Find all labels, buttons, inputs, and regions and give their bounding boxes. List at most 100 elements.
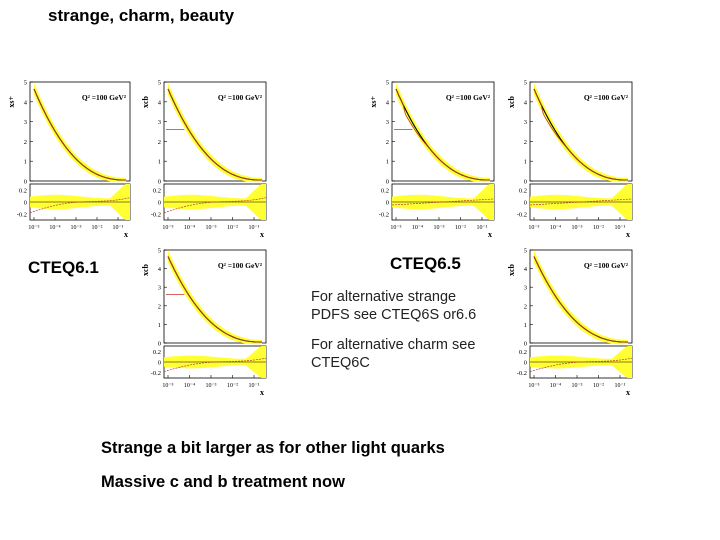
x-axis-label: x [260, 388, 264, 397]
y-tick-label: 0 [524, 179, 527, 186]
x-tick-label: 10⁻¹ [477, 225, 488, 231]
x-tick-label: 10⁻¹ [249, 225, 260, 231]
y-tick-label: 4 [158, 99, 162, 106]
main-plot-frame [529, 249, 633, 344]
x-tick-label: 10⁻³ [572, 225, 583, 231]
y-tick-label: 4 [524, 99, 528, 106]
note-strange-line-2: PDFS see CTEQ6S or6.6 [311, 307, 477, 323]
x-tick-label: 10⁻⁴ [412, 225, 423, 231]
y-tick-label: 4 [158, 266, 162, 273]
ratio-tick-label: -0.2 [517, 212, 527, 219]
x-tick-label: 10⁻⁵ [162, 225, 173, 231]
y-tick-label: 0 [24, 179, 27, 186]
x-tick-label: 10⁻⁴ [550, 225, 561, 231]
scale-label: Q² =100 GeV² [82, 93, 127, 102]
ratio-tick-label: -0.2 [379, 212, 389, 219]
x-axis-label: x [124, 230, 128, 239]
x-tick-label: 10⁻⁵ [390, 225, 401, 231]
y-tick-label: 0 [158, 179, 161, 186]
x-tick-label: 10⁻³ [206, 383, 217, 389]
note-charm: For alternative charm see CTEQ6C [311, 336, 475, 372]
y-tick-label: 2 [158, 139, 161, 146]
x-tick-label: 10⁻³ [434, 225, 445, 231]
ratio-tick-label: 0.2 [381, 188, 389, 195]
ratio-tick-label: 0 [24, 200, 27, 207]
y-tick-label: 1 [158, 159, 161, 166]
x-tick-label: 10⁻⁴ [184, 383, 195, 389]
y-tick-label: 1 [158, 322, 161, 329]
ratio-tick-label: 0 [386, 200, 389, 207]
y-tick-label: 5 [158, 248, 161, 255]
ratio-tick-label: -0.2 [151, 370, 161, 377]
ratio-tick-label: -0.2 [17, 212, 27, 219]
y-tick-label: 3 [524, 285, 527, 292]
scale-label: Q² =100 GeV² [218, 261, 263, 270]
slide-title: strange, charm, beauty [48, 6, 235, 25]
y-tick-label: 3 [158, 119, 161, 126]
y-tick-label: 2 [386, 139, 389, 146]
y-tick-label: 2 [524, 303, 527, 310]
pdf-panel: xs+ 0 1 2 3 4 5 Q² =100 GeV² 0.2 0 -0.210⁻⁵ 10⁻⁴ 10⁻… [7, 80, 131, 239]
x-tick-label: 10⁻⁵ [162, 383, 173, 389]
main-plot-frame [163, 249, 267, 344]
y-axis-label: xcb [141, 263, 150, 276]
x-tick-label: 10⁻⁴ [49, 225, 60, 231]
alt-curve [33, 88, 127, 181]
ratio-alt-curve [29, 197, 131, 214]
label-cteq61: CTEQ6.1 [28, 258, 99, 277]
x-tick-label: 10⁻² [227, 225, 238, 231]
y-axis-label: xcb [141, 95, 150, 108]
y-tick-label: 4 [24, 99, 28, 106]
x-axis-label: x [260, 230, 264, 239]
ratio-alt-curve [163, 357, 267, 372]
ratio-alt-curve [391, 198, 495, 206]
x-tick-label: 10⁻² [455, 225, 466, 231]
y-tick-label: 5 [524, 248, 527, 255]
y-tick-label: 3 [24, 119, 27, 126]
note-strange: For alternative strange PDFS see CTEQ6S … [311, 288, 476, 324]
bullet-massive: Massive c and b treatment now [101, 473, 345, 491]
y-tick-label: 0 [524, 341, 527, 348]
y-tick-label: 5 [158, 80, 161, 87]
ratio-tick-label: 0 [524, 360, 527, 367]
ratio-alt-curve [529, 357, 633, 372]
x-axis-label: x [488, 230, 492, 239]
ratio-tick-label: -0.2 [151, 212, 161, 219]
y-tick-label: 2 [158, 303, 161, 310]
x-tick-label: 10⁻¹ [113, 225, 124, 231]
ratio-tick-label: 0.2 [519, 349, 527, 356]
x-tick-label: 10⁻² [92, 225, 103, 231]
scale-label: Q² =100 GeV² [218, 93, 263, 102]
x-axis-label: x [626, 230, 630, 239]
main-plot-frame [163, 81, 267, 182]
y-tick-label: 0 [386, 179, 389, 186]
x-tick-label: 10⁻¹ [615, 383, 626, 389]
x-tick-label: 10⁻² [227, 383, 238, 389]
x-tick-label: 10⁻² [593, 383, 604, 389]
alt-curve [533, 256, 629, 343]
ratio-tick-label: 0.2 [519, 188, 527, 195]
y-tick-label: 0 [158, 341, 161, 348]
ratio-tick-label: -0.2 [517, 370, 527, 377]
y-tick-label: 2 [24, 139, 27, 146]
main-plot-frame [29, 81, 131, 182]
ratio-tick-label: 0.2 [153, 349, 161, 356]
alt-curve [395, 88, 491, 181]
note-charm-line-2: CTEQ6C [311, 355, 370, 371]
y-tick-label: 1 [524, 322, 527, 329]
main-plot-frame [391, 81, 495, 182]
x-tick-label: 10⁻³ [572, 383, 583, 389]
y-tick-label: 4 [524, 266, 528, 273]
ratio-tick-label: 0.2 [19, 188, 27, 195]
y-axis-label: xs+ [7, 96, 16, 108]
main-plot-frame [529, 81, 633, 182]
x-tick-label: 10⁻⁴ [184, 225, 195, 231]
y-tick-label: 3 [158, 285, 161, 292]
alt-curve [533, 88, 629, 181]
y-tick-label: 3 [386, 119, 389, 126]
ratio-tick-label: 0 [158, 360, 161, 367]
